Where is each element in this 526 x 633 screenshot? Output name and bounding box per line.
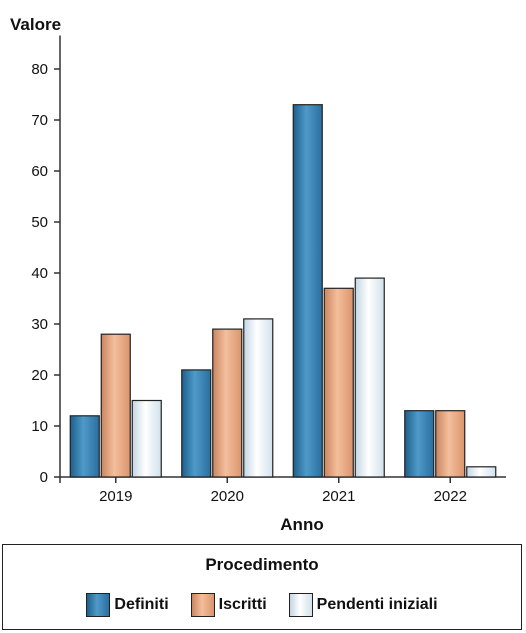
bar-iscritti-2022 [435,410,466,478]
x-axis: 2019 2020 2021 2022 [60,476,506,505]
bar-definiti-2021 [292,104,323,478]
y-tick-label: 60 [31,163,48,180]
bar-chart: 0 10 20 30 40 50 60 70 80 2019 2020 2021 2022 Valor… [10,15,506,534]
y-tick-label: 50 [31,214,48,231]
y-tick-label: 10 [31,418,48,435]
x-axis-label: Anno [280,515,323,534]
bars [69,104,497,478]
bar-iscritti-2019 [100,333,131,478]
x-tick-label: 2022 [434,488,467,505]
legend-swatch-pendenti-iniziali [288,593,313,617]
legend-item-iscritti: Iscritti [190,593,267,617]
y-axis-label: Valore [10,15,61,34]
y-tick-label: 20 [31,367,48,384]
y-tick-label: 40 [31,265,48,282]
bar-pendenti-iniziali-2020 [243,318,274,478]
bar-definiti-2019 [69,415,100,478]
legend: Procedimento Definiti Iscritti Pendenti … [2,544,522,630]
x-tick-label: 2021 [322,488,355,505]
bar-pendenti-iniziali-2019 [131,399,162,478]
legend-label-pendenti-iniziali: Pendenti iniziali [316,596,438,613]
bar-definiti-2022 [404,410,435,478]
y-tick-label: 80 [31,61,48,78]
x-tick-label: 2019 [99,488,132,505]
y-tick-label: 30 [31,316,48,333]
x-tick-label: 2020 [211,488,244,505]
legend-label-definiti: Definiti [114,596,169,613]
y-axis: 0 10 20 30 40 50 60 70 80 [31,35,61,486]
bar-pendenti-iniziali-2022 [466,466,497,478]
legend-swatch-definiti [86,593,111,617]
legend-title: Procedimento [205,555,319,574]
legend-label-iscritti: Iscritti [218,596,267,613]
y-tick-label: 70 [31,112,48,129]
bar-iscritti-2020 [212,328,243,478]
legend-item-definiti: Definiti [86,593,169,617]
bar-iscritti-2021 [323,287,354,478]
legend-swatch-iscritti [190,593,215,617]
bar-pendenti-iniziali-2021 [354,277,385,478]
legend-item-pendenti-iniziali: Pendenti iniziali [288,593,438,617]
bar-definiti-2020 [181,369,212,478]
y-tick-label: 0 [40,469,48,486]
legend-items: Definiti Iscritti Pendenti iniziali [3,593,521,617]
